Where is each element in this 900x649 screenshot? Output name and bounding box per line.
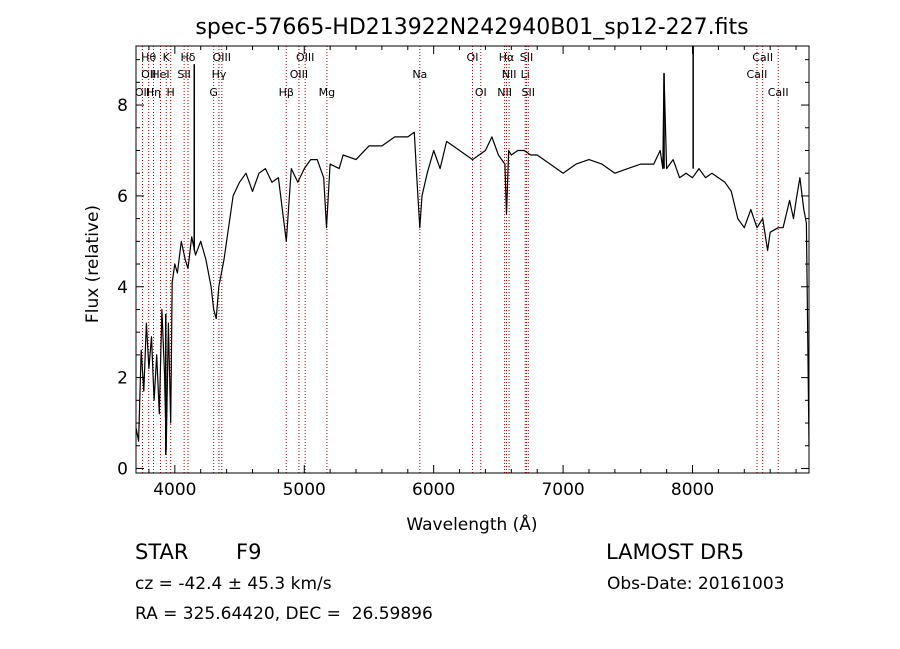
- y-tick-label: 8: [117, 96, 128, 116]
- x-tick-label: 7000: [541, 480, 584, 500]
- spectral-line-markers: OIIHθOIIHηHeIKHSIIHδGHγOIIIHβOIIIOIIIMgN…: [135, 46, 789, 473]
- line-marker-label: Mg: [319, 86, 335, 99]
- axes: 4000 5000 6000 7000 8000 0 2 4 6 8: [117, 46, 809, 500]
- redshift-velocity: cz = -42.4 ± 45.3 km/s: [135, 574, 332, 594]
- line-marker-label: OIII: [296, 51, 314, 64]
- line-marker-label: OII: [135, 86, 150, 99]
- line-marker-label: CaII: [747, 68, 768, 81]
- spectrum-line: [135, 72, 810, 451]
- line-marker-label: SII: [520, 51, 533, 64]
- spectral-subclass: F9: [236, 540, 262, 564]
- line-marker-label: NII: [502, 68, 517, 81]
- survey-name: LAMOST DR5: [606, 540, 745, 564]
- line-marker-label: OIII: [213, 51, 231, 64]
- y-tick-label: 2: [117, 369, 128, 389]
- chart-title: spec-57665-HD213922N242940B01_sp12-227.f…: [195, 15, 748, 40]
- y-axis-label: Flux (relative): [83, 205, 103, 323]
- line-marker-label: Hγ: [212, 68, 227, 81]
- line-marker-label: CaII: [752, 51, 773, 64]
- spectrum-plot: [135, 46, 810, 455]
- line-marker-label: K: [163, 51, 171, 64]
- line-marker-label: Hα: [499, 51, 515, 64]
- line-marker-label: CaII: [768, 86, 789, 99]
- plot-frame: [135, 45, 810, 474]
- line-marker-label: OI: [467, 51, 479, 64]
- line-marker-label: Li: [521, 68, 530, 81]
- observation-date: Obs-Date: 20161003: [607, 574, 785, 594]
- line-marker-label: Hθ: [141, 51, 156, 64]
- x-tick-label: 5000: [283, 480, 326, 500]
- line-marker-label: HeI: [151, 68, 169, 81]
- line-marker-label: OIII: [290, 68, 308, 81]
- x-tick-label: 4000: [153, 480, 196, 500]
- x-axis-label: Wavelength (Å): [406, 513, 537, 535]
- y-tick-label: 0: [117, 459, 128, 479]
- line-marker-label: SII: [177, 68, 190, 81]
- sky-coordinates: RA = 325.64420, DEC = 26.59896: [135, 604, 433, 624]
- line-marker-label: NII: [497, 86, 512, 99]
- line-marker-label: Na: [412, 68, 427, 81]
- line-marker-label: H: [167, 86, 175, 99]
- line-marker-label: Hδ: [181, 51, 196, 64]
- line-marker-label: OI: [475, 86, 487, 99]
- line-marker-label: OII: [141, 68, 156, 81]
- y-tick-label: 6: [117, 187, 128, 207]
- line-marker-label: Hβ: [279, 86, 294, 99]
- line-marker-label: Hη: [146, 86, 161, 99]
- x-tick-label: 8000: [671, 480, 714, 500]
- x-tick-label: 6000: [412, 480, 455, 500]
- line-marker-label: G: [209, 86, 218, 99]
- line-marker-label: SII: [522, 86, 535, 99]
- object-class: STAR: [135, 540, 189, 564]
- y-tick-label: 4: [117, 278, 128, 298]
